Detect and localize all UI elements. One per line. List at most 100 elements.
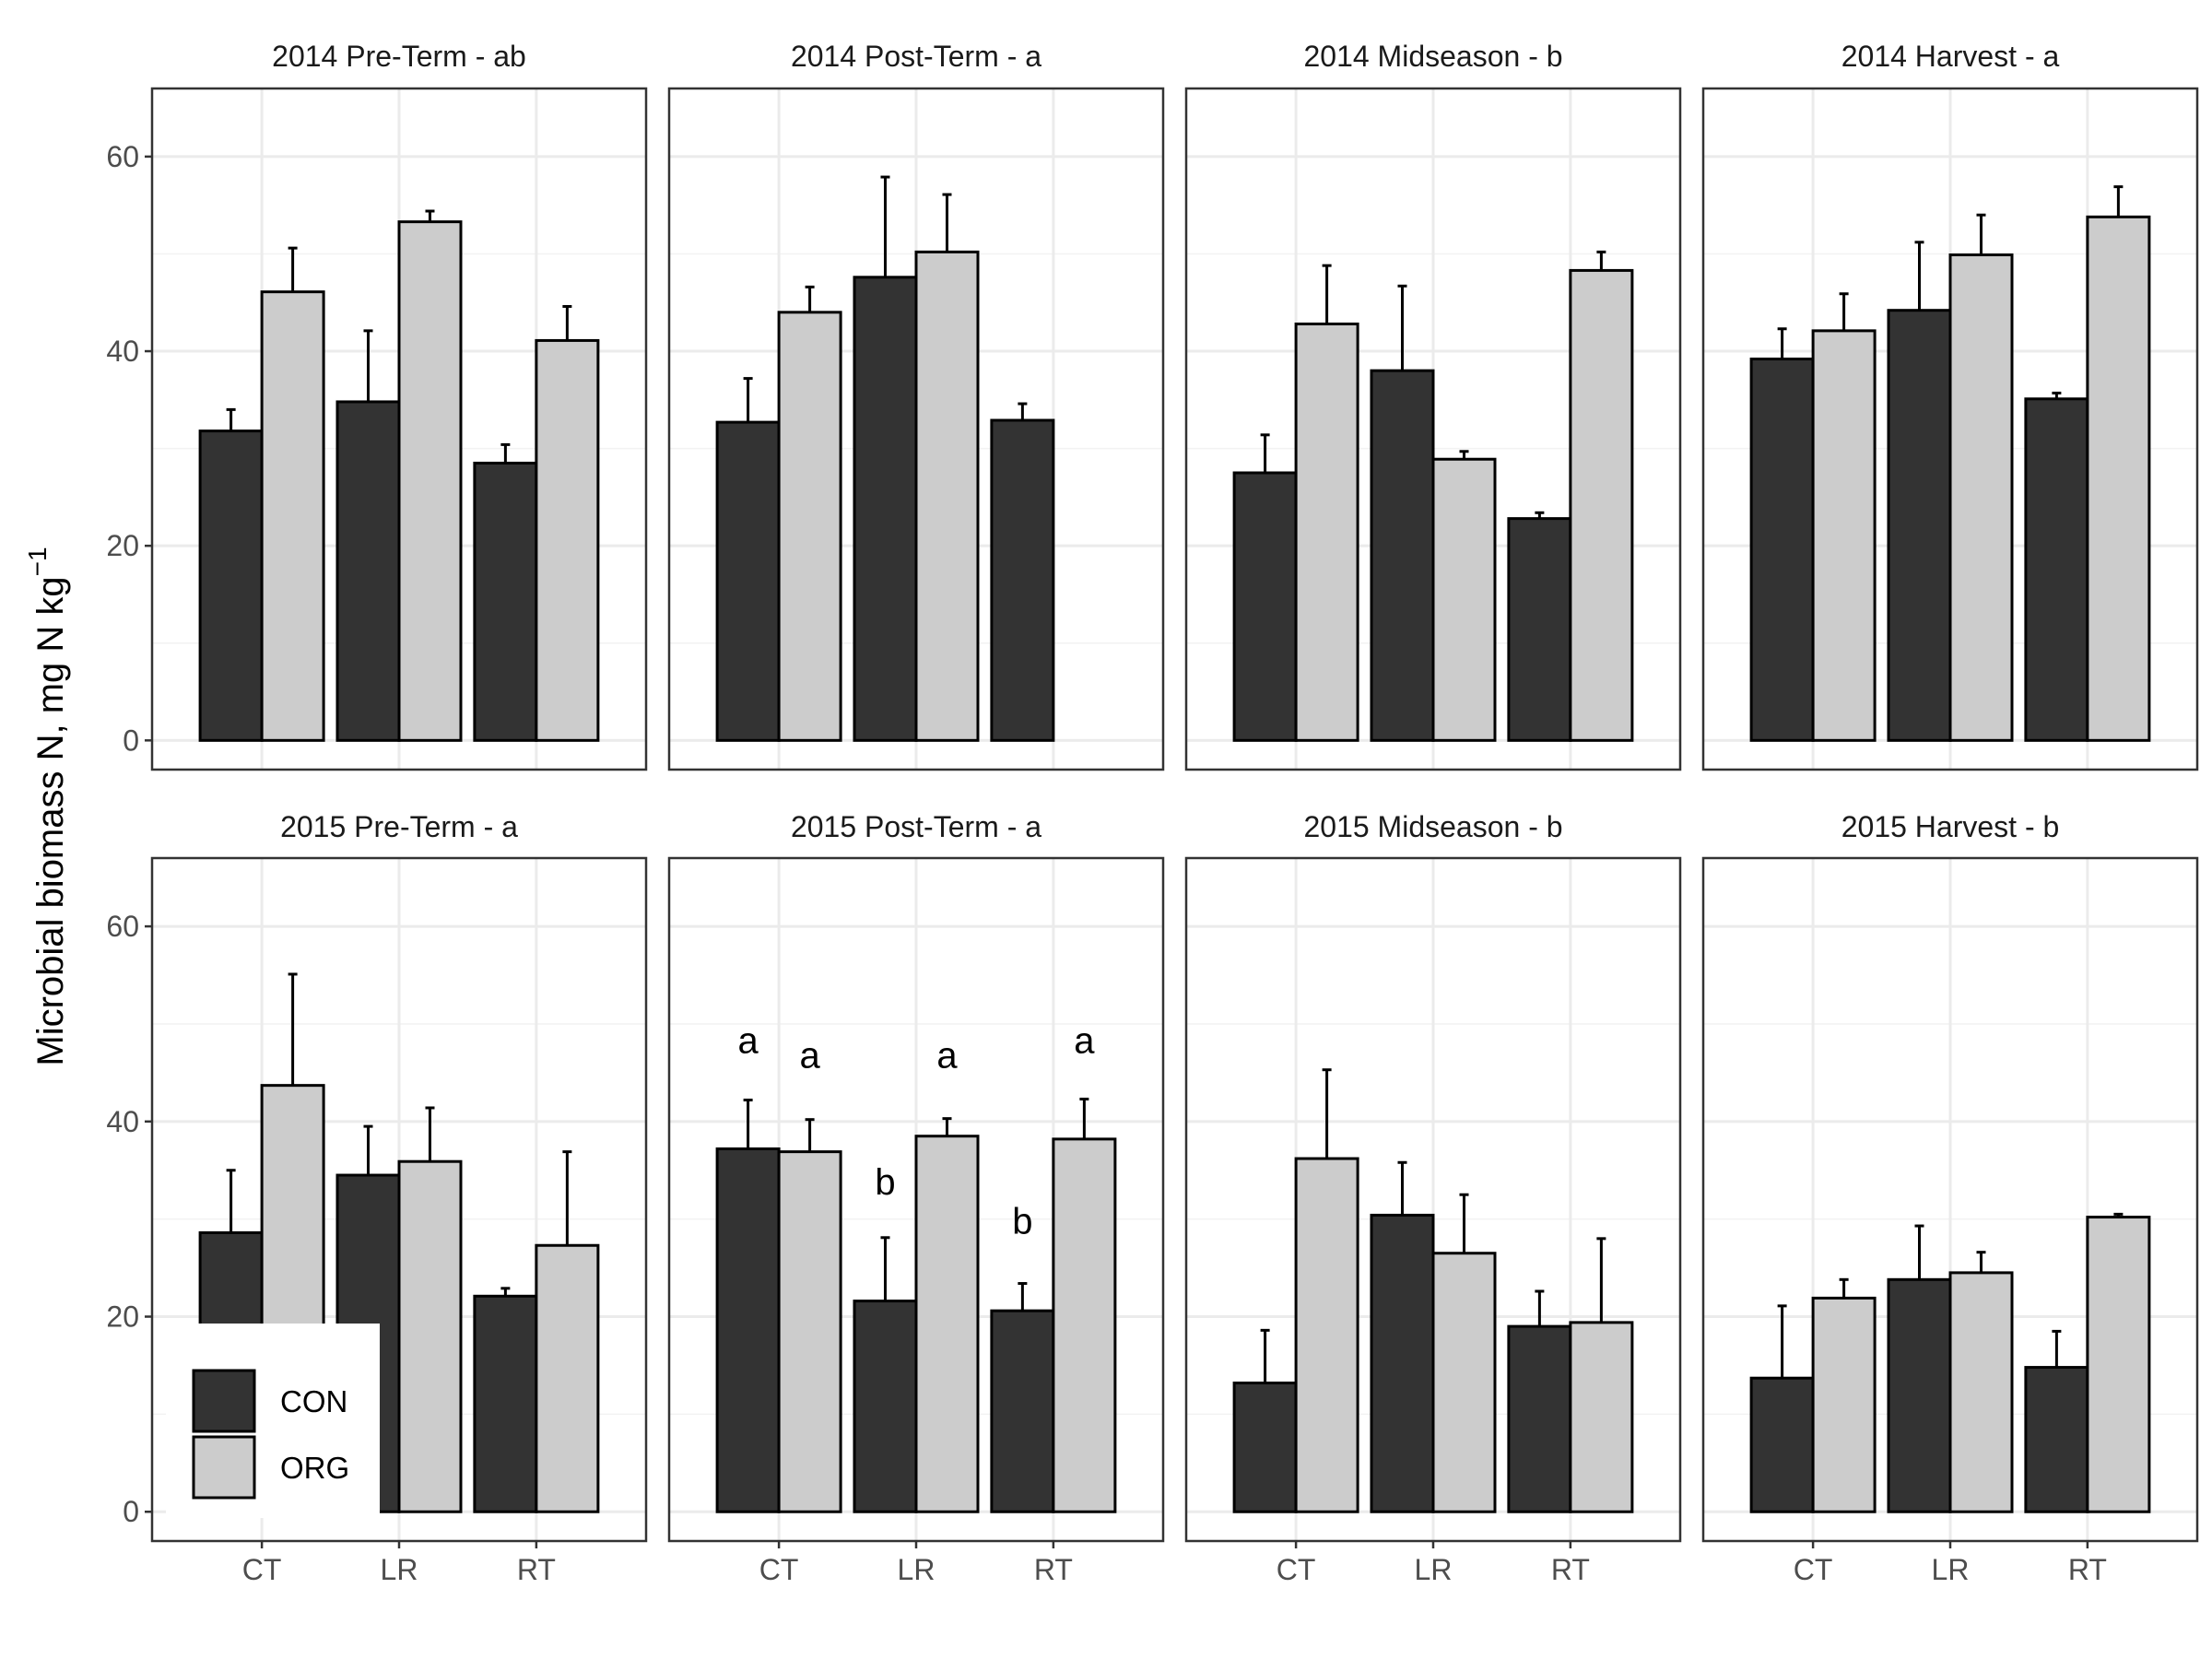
panel-title: 2014 Harvest - a bbox=[1841, 40, 2060, 73]
y-tick-label: 0 bbox=[123, 724, 139, 757]
panel-border bbox=[1701, 87, 2199, 771]
bar-con-ct bbox=[1232, 1382, 1298, 1513]
bar-org-ct bbox=[1294, 322, 1359, 742]
y-tick-label: 20 bbox=[106, 529, 139, 562]
significance-letter: a bbox=[1074, 1021, 1095, 1062]
bar-con-lr bbox=[853, 1300, 918, 1513]
legend-key-org bbox=[192, 1435, 256, 1500]
panel-7: 2015 Midseason - b CT LR RT bbox=[1184, 810, 1682, 1586]
x-tick-label: CT bbox=[1794, 1553, 1833, 1586]
y-tick-label: 20 bbox=[106, 1300, 139, 1334]
panel-title: 2014 Midseason - b bbox=[1303, 40, 1562, 73]
x-tick-label: RT bbox=[2068, 1553, 2107, 1586]
y-tick-label: 0 bbox=[123, 1495, 139, 1528]
bar-con-rt bbox=[990, 418, 1055, 742]
bar-con-rt bbox=[473, 461, 538, 742]
x-tick-label: LR bbox=[1932, 1553, 1970, 1586]
panel-2: 2014 Post-Term - a bbox=[667, 40, 1165, 771]
legend: CON ORG bbox=[166, 1324, 380, 1518]
panel-border bbox=[667, 87, 1165, 771]
panel-title: 2015 Pre-Term - a bbox=[280, 810, 518, 843]
bar-org-rt bbox=[1052, 1137, 1117, 1513]
panel-3: 2014 Midseason - b bbox=[1184, 40, 1682, 771]
bar-org-rt bbox=[1569, 268, 1634, 742]
bar-con-rt bbox=[1507, 517, 1572, 742]
panel-5: 2015 Pre-Term - a 0 20 40 60 CT LR RT bbox=[106, 810, 648, 1586]
bar-con-rt bbox=[473, 1294, 538, 1513]
bar-org-lr bbox=[914, 1135, 980, 1513]
bar-con-ct bbox=[1749, 357, 1815, 742]
bar-org-rt bbox=[535, 1243, 600, 1513]
panel-title: 2014 Pre-Term - ab bbox=[272, 40, 526, 73]
bar-con-ct bbox=[1232, 471, 1298, 742]
x-tick-label: LR bbox=[898, 1553, 935, 1586]
panel-title: 2015 Post-Term - a bbox=[791, 810, 1041, 843]
bar-con-lr bbox=[335, 400, 401, 742]
bar-con-lr bbox=[1370, 369, 1435, 742]
bar-org-ct bbox=[777, 311, 842, 742]
significance-letter: a bbox=[936, 1036, 958, 1077]
bar-con-ct bbox=[1749, 1376, 1815, 1513]
panel-4: 2014 Harvest - a bbox=[1701, 40, 2199, 771]
panels: 2014 Pre-Term - ab 0 20 40 60 2014 Post-Term … bbox=[106, 40, 2199, 1586]
bar-con-ct bbox=[715, 1147, 781, 1513]
y-axis-title: Microbial biomass N, mg N kg−1 bbox=[23, 547, 71, 1065]
legend-key-con bbox=[192, 1369, 256, 1433]
bar-org-rt bbox=[1569, 1321, 1634, 1513]
y-tick-label: 60 bbox=[106, 140, 139, 173]
significance-letter: a bbox=[737, 1021, 759, 1062]
bar-org-lr bbox=[397, 220, 463, 742]
bar-con-rt bbox=[990, 1309, 1055, 1513]
x-tick-label: RT bbox=[517, 1553, 556, 1586]
bar-org-lr bbox=[1948, 1271, 2014, 1513]
y-tick-label: 40 bbox=[106, 1105, 139, 1138]
x-tick-label: CT bbox=[242, 1553, 282, 1586]
panel-8: 2015 Harvest - b CT LR RT bbox=[1701, 810, 2199, 1586]
panel-1: 2014 Pre-Term - ab 0 20 40 60 bbox=[106, 40, 648, 771]
y-tick-label: 40 bbox=[106, 335, 139, 368]
panel-border bbox=[1184, 87, 1682, 771]
bar-con-lr bbox=[1887, 309, 1952, 742]
x-tick-label: CT bbox=[1277, 1553, 1316, 1586]
bar-org-ct bbox=[1811, 1296, 1877, 1513]
bar-con-rt bbox=[1507, 1324, 1572, 1513]
bar-org-lr bbox=[1948, 253, 2014, 742]
legend-label-org: ORG bbox=[280, 1451, 349, 1485]
significance-letter: a bbox=[799, 1036, 820, 1077]
bar-con-rt bbox=[2024, 397, 2089, 742]
x-tick-label: LR bbox=[1415, 1553, 1453, 1586]
significance-letter: b bbox=[1012, 1202, 1032, 1242]
bar-org-ct bbox=[1294, 1157, 1359, 1513]
legend-label-con: CON bbox=[280, 1384, 347, 1418]
bar-con-ct bbox=[715, 420, 781, 742]
bar-org-lr bbox=[914, 250, 980, 742]
significance-letter: b bbox=[875, 1162, 895, 1203]
x-tick-label: CT bbox=[759, 1553, 799, 1586]
bar-org-rt bbox=[2086, 215, 2151, 742]
panel-border bbox=[150, 87, 648, 771]
panel-title: 2015 Harvest - b bbox=[1841, 810, 2060, 843]
bar-con-lr bbox=[1370, 1213, 1435, 1513]
y-axis-title-superscript: −1 bbox=[23, 547, 52, 576]
bar-org-rt bbox=[2086, 1216, 2151, 1513]
bar-org-lr bbox=[1431, 457, 1497, 742]
bar-org-rt bbox=[535, 338, 600, 742]
bar-con-lr bbox=[1887, 1277, 1952, 1513]
bar-org-lr bbox=[1431, 1252, 1497, 1513]
x-tick-label: RT bbox=[1551, 1553, 1590, 1586]
x-tick-label: LR bbox=[381, 1553, 418, 1586]
bar-con-rt bbox=[2024, 1366, 2089, 1513]
x-tick-label: RT bbox=[1034, 1553, 1073, 1586]
bar-org-ct bbox=[260, 290, 325, 742]
bar-con-ct bbox=[198, 429, 264, 742]
bar-org-ct bbox=[777, 1150, 842, 1513]
panel-title: 2015 Midseason - b bbox=[1303, 810, 1562, 843]
panel-title: 2014 Post-Term - a bbox=[791, 40, 1041, 73]
bar-org-lr bbox=[397, 1159, 463, 1513]
y-axis-title-text: Microbial biomass N, mg N kg bbox=[30, 576, 71, 1065]
y-tick-label: 60 bbox=[106, 910, 139, 943]
bar-con-lr bbox=[853, 276, 918, 742]
bar-org-ct bbox=[1811, 329, 1877, 742]
